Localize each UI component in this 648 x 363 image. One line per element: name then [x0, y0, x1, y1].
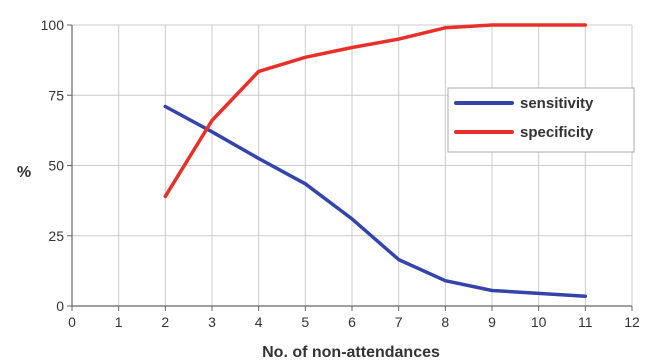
y-tick-label: 100 [41, 17, 65, 33]
point-sensitivity [443, 279, 447, 283]
series-layer [163, 23, 588, 298]
point-sensitivity [397, 258, 401, 262]
point-specificity [303, 55, 307, 59]
x-tick-label: 3 [208, 314, 216, 330]
axes [67, 24, 633, 311]
point-specificity [257, 69, 261, 73]
x-tick-label: 2 [161, 314, 169, 330]
y-tick-label: 25 [48, 228, 64, 244]
point-specificity [210, 119, 214, 123]
x-tick-label: 0 [68, 314, 76, 330]
point-specificity [350, 45, 354, 49]
x-tick-label: 8 [441, 314, 449, 330]
y-tick-label: 75 [48, 87, 64, 103]
legend-label-specificity: specificity [520, 124, 594, 141]
y-tick-label: 0 [56, 298, 64, 314]
series-line-specificity [163, 23, 588, 199]
x-tick-label: 4 [255, 314, 263, 330]
legend-box [447, 87, 635, 153]
point-sensitivity [257, 156, 261, 160]
point-sensitivity [303, 182, 307, 186]
point-sensitivity [210, 130, 214, 134]
x-tick-label: 12 [624, 314, 640, 330]
point-specificity [537, 23, 541, 27]
point-specificity [583, 23, 587, 27]
x-tick-label: 10 [531, 314, 547, 330]
y-tick-label: 50 [48, 158, 64, 174]
x-tick-label: 1 [115, 314, 123, 330]
point-specificity [397, 37, 401, 41]
x-tick-label: 7 [395, 314, 403, 330]
series-line-sensitivity [163, 104, 588, 298]
point-sensitivity [490, 289, 494, 293]
point-specificity [443, 26, 447, 30]
x-axis-title: No. of non-attendances [262, 344, 440, 361]
point-specificity [163, 194, 167, 198]
y-axis-title: % [17, 164, 31, 181]
x-tick-label: 11 [578, 314, 593, 330]
point-specificity [490, 23, 494, 27]
legend: sensitivity specificity [447, 87, 635, 153]
point-sensitivity [537, 291, 541, 295]
x-tick-label: 9 [488, 314, 496, 330]
legend-label-sensitivity: sensitivity [520, 95, 594, 112]
point-sensitivity [163, 104, 167, 108]
x-tick-label: 5 [301, 314, 309, 330]
grid [72, 24, 633, 306]
x-tick-label: 6 [348, 314, 356, 330]
point-sensitivity [350, 217, 354, 221]
point-sensitivity [583, 294, 587, 298]
